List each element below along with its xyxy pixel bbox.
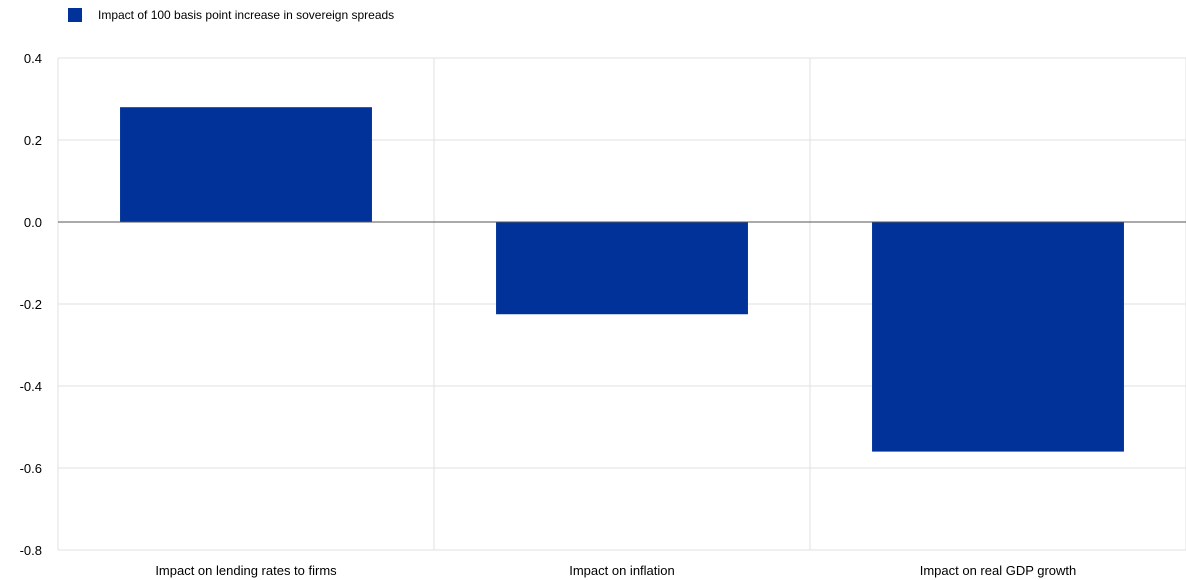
y-tick-label: 0.2	[24, 133, 42, 148]
y-tick-label: -0.8	[20, 543, 42, 558]
legend: Impact of 100 basis point increase in so…	[68, 6, 394, 24]
bar	[872, 222, 1124, 452]
bar	[496, 222, 748, 315]
legend-label: Impact of 100 basis point increase in so…	[98, 8, 395, 22]
y-tick-label: -0.4	[20, 379, 42, 394]
x-tick-label: Impact on lending rates to firms	[155, 563, 337, 578]
bar	[120, 107, 372, 222]
x-tick-label: Impact on real GDP growth	[920, 563, 1077, 578]
x-tick-label: Impact on inflation	[569, 563, 675, 578]
y-tick-label: -0.2	[20, 297, 42, 312]
y-tick-label: -0.6	[20, 461, 42, 476]
y-tick-label: 0.4	[24, 51, 42, 66]
legend-swatch	[68, 8, 82, 22]
y-tick-label: 0.0	[24, 215, 42, 230]
